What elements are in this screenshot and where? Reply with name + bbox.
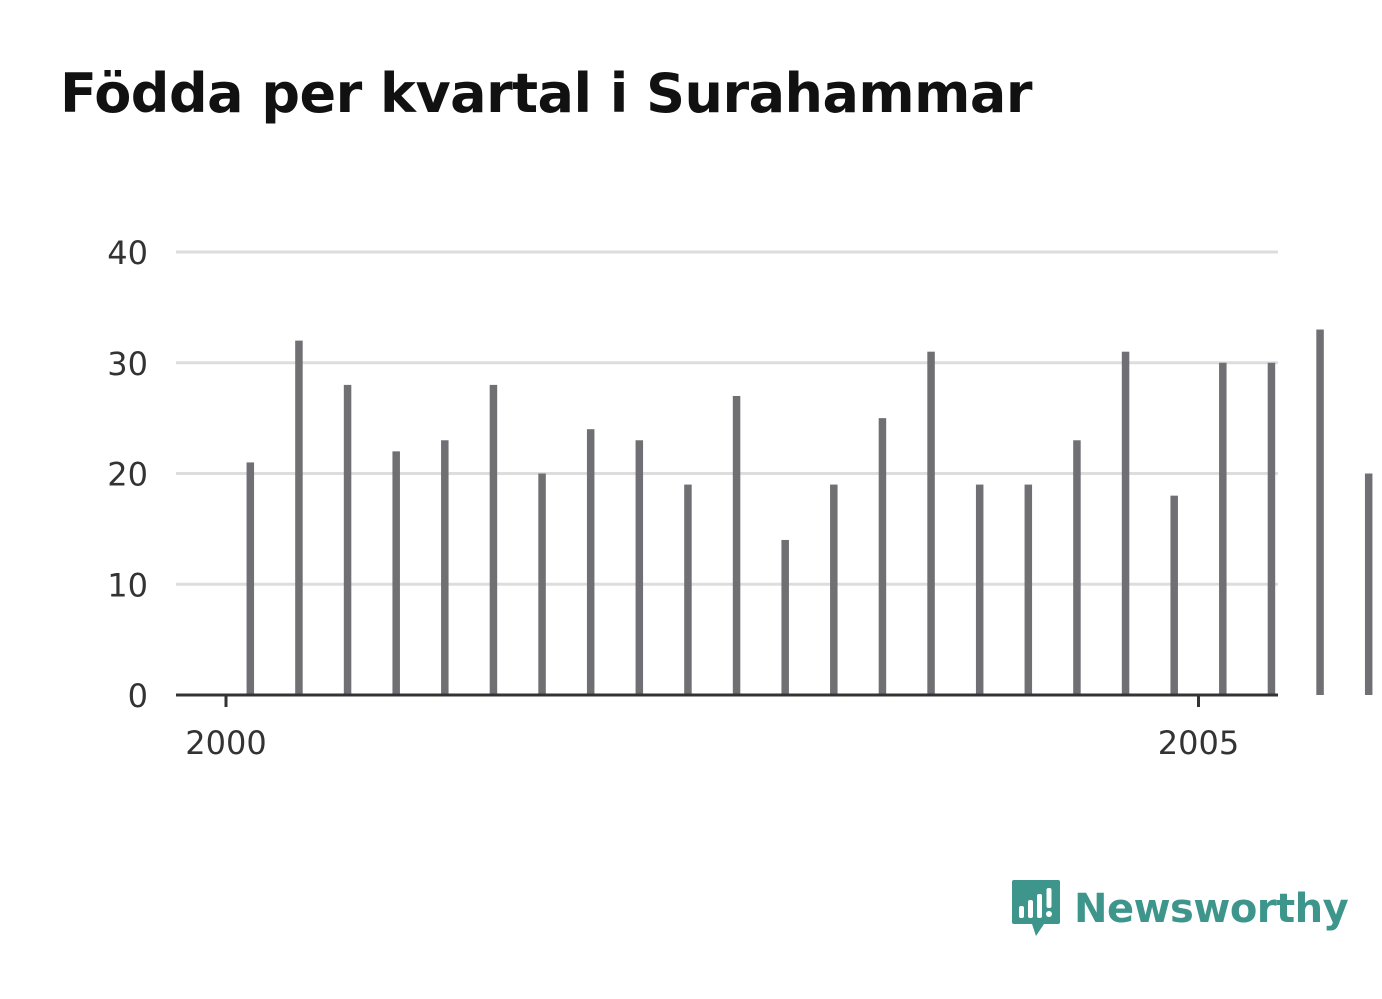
bar xyxy=(684,484,692,695)
bar xyxy=(246,462,255,695)
bar xyxy=(586,429,595,695)
bar xyxy=(1219,362,1227,695)
bar xyxy=(975,484,984,695)
bar xyxy=(295,340,303,695)
bar xyxy=(781,539,789,695)
y-tick-label: 40 xyxy=(107,234,148,272)
bar xyxy=(635,440,644,695)
tick-labels: 01020304021200020052010201520202025 xyxy=(107,234,1239,762)
gridlines xyxy=(176,250,1278,586)
bar xyxy=(1121,351,1130,695)
bar xyxy=(1170,495,1178,695)
bar xyxy=(927,351,935,695)
brand-logo: Newsworthy xyxy=(1010,878,1349,940)
y-tick-label: 10 xyxy=(107,566,148,604)
bar xyxy=(830,484,838,695)
axes xyxy=(176,693,1278,707)
bar xyxy=(489,384,498,695)
bar xyxy=(732,395,741,695)
bar xyxy=(538,473,546,695)
y-tick-label: 20 xyxy=(107,456,148,494)
bar xyxy=(392,451,400,695)
bar xyxy=(878,418,887,696)
y-tick-label: 0 xyxy=(128,677,148,715)
bar-chart-speech-bubble-icon xyxy=(1012,880,1060,936)
bar xyxy=(1267,362,1276,695)
chart-title: Födda per kvartal i Surahammar xyxy=(60,62,1033,125)
bar xyxy=(441,440,449,695)
x-tick-label: 2005 xyxy=(1158,724,1239,762)
bar xyxy=(1024,484,1033,695)
bar xyxy=(343,384,352,695)
brand-name: Newsworthy xyxy=(1074,886,1349,932)
bar xyxy=(1316,329,1324,695)
bars xyxy=(246,329,1373,696)
y-tick-label: 30 xyxy=(107,345,148,383)
x-tick-label: 2000 xyxy=(185,724,266,762)
bar xyxy=(1364,473,1373,695)
bar xyxy=(1073,440,1081,695)
